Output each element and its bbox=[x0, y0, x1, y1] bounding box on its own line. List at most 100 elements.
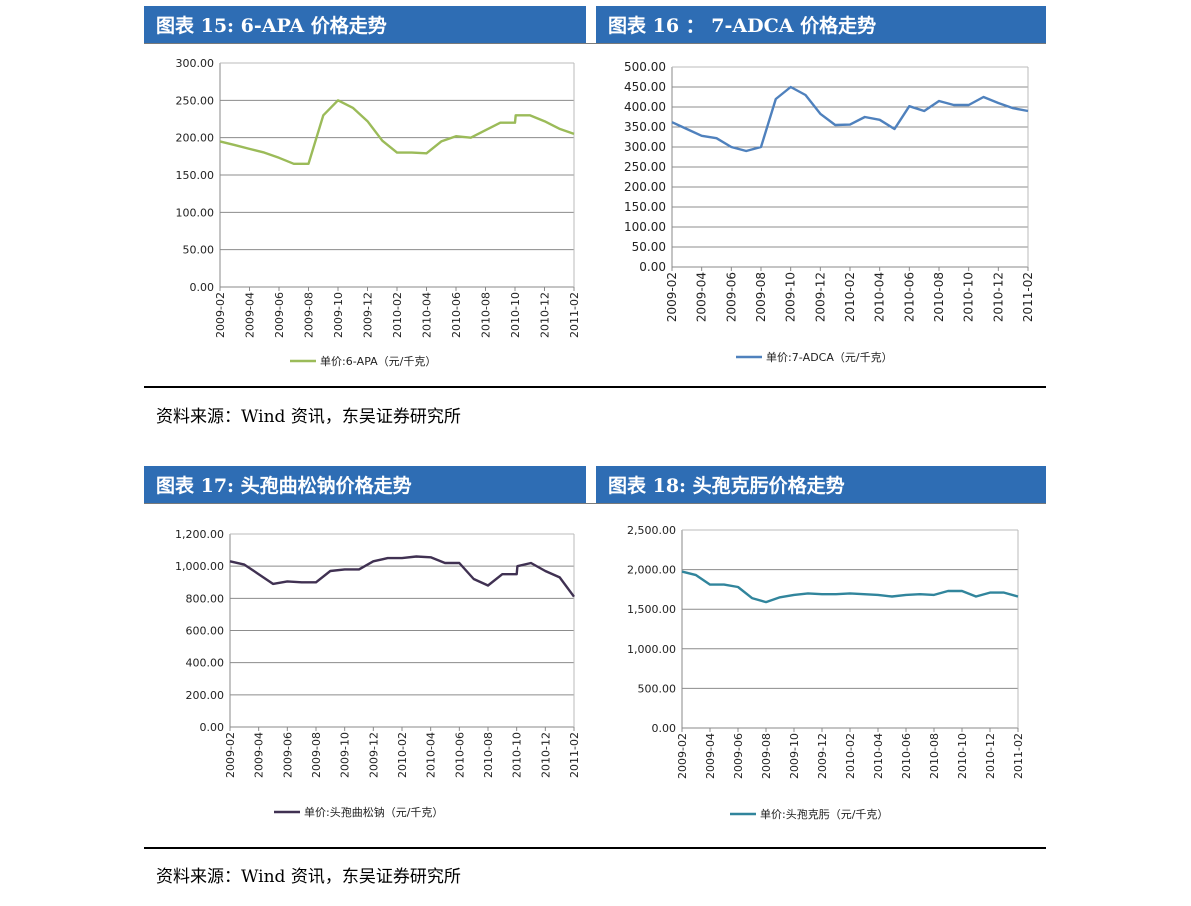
x-tick-label: 2009-04 bbox=[704, 733, 717, 779]
x-tick-label: 2009-04 bbox=[253, 732, 266, 778]
x-tick-label: 2010-02 bbox=[396, 732, 409, 778]
y-tick-label: 200.00 bbox=[176, 132, 215, 145]
y-tick-label: 1,000.00 bbox=[175, 560, 224, 573]
chart-7adca: 0.00 50.00 100.00 150.00 200.00 250.00 300.00 3… bbox=[624, 60, 1035, 364]
x-tick-label: 2010-12 bbox=[539, 292, 552, 338]
x-tick-label: 2010-10 bbox=[956, 733, 969, 779]
x-tick-label: 2011-02 bbox=[568, 732, 581, 778]
x-tick-label: 2010-12 bbox=[991, 272, 1005, 322]
y-tick-label: 350.00 bbox=[624, 120, 666, 134]
section-divider bbox=[144, 386, 1046, 388]
x-tick-label: 2009-12 bbox=[367, 732, 380, 778]
y-tick-label: 300.00 bbox=[624, 140, 666, 154]
y-tick-label: 150.00 bbox=[624, 200, 666, 214]
x-tick-label: 2009-08 bbox=[760, 733, 773, 779]
chart-18-title: 图表 18: 头孢克肟价格走势 bbox=[596, 466, 1046, 504]
x-tick-label: 2010-04 bbox=[425, 732, 438, 778]
x-tick-label: 2010-02 bbox=[391, 292, 404, 338]
y-tick-label: 2,000.00 bbox=[627, 564, 676, 577]
x-tick-label: 2009-10 bbox=[332, 292, 345, 338]
x-tick-label: 2009-04 bbox=[244, 292, 257, 338]
series-line bbox=[681, 570, 1019, 604]
x-tick-label: 2010-08 bbox=[482, 732, 495, 778]
x-tick-label: 2009-02 bbox=[665, 272, 679, 322]
x-tick-label: 2009-02 bbox=[214, 292, 227, 338]
legend-label: 单价:6-APA（元/千克） bbox=[320, 355, 436, 368]
legend-label: 单价:7-ADCA（元/千克） bbox=[766, 351, 893, 364]
x-tick-label: 2009-12 bbox=[362, 292, 375, 338]
y-tick-label: 100.00 bbox=[624, 220, 666, 234]
x-tick-label: 2009-06 bbox=[281, 732, 294, 778]
series-line bbox=[671, 85, 1029, 153]
x-tick-label: 2011-02 bbox=[1021, 272, 1035, 322]
y-tick-label: 100.00 bbox=[176, 206, 215, 219]
x-tick-label: 2011-02 bbox=[1012, 733, 1025, 779]
y-tick-label: 1,200.00 bbox=[175, 528, 224, 541]
series-line bbox=[219, 99, 575, 165]
legend-label: 单价:头孢克肟（元/千克） bbox=[760, 808, 888, 821]
y-tick-label: 2,500.00 bbox=[627, 524, 676, 537]
x-tick-label: 2009-08 bbox=[310, 732, 323, 778]
x-tick-label: 2010-12 bbox=[539, 732, 552, 778]
y-tick-label: 0.00 bbox=[639, 260, 666, 274]
x-tick-label: 2010-04 bbox=[873, 272, 887, 322]
y-tick-label: 800.00 bbox=[186, 592, 225, 605]
x-tick-label: 2009-10 bbox=[784, 272, 798, 322]
y-tick-label: 50.00 bbox=[183, 244, 215, 257]
series-line bbox=[229, 555, 575, 598]
x-tick-label: 2010-02 bbox=[843, 272, 857, 322]
x-tick-label: 2009-08 bbox=[754, 272, 768, 322]
x-tick-label: 2010-10 bbox=[962, 272, 976, 322]
chart-15-title: 图表 15: 6-APA 价格走势 bbox=[144, 6, 586, 44]
legend-label: 单价:头孢曲松钠（元/千克） bbox=[304, 805, 443, 819]
chart-16-title: 图表 16 ： 7-ADCA 价格走势 bbox=[596, 6, 1046, 44]
x-tick-label: 2009-08 bbox=[303, 292, 316, 338]
x-tick-label: 2009-06 bbox=[732, 733, 745, 779]
x-tick-label: 2010-04 bbox=[421, 292, 434, 338]
y-tick-label: 600.00 bbox=[186, 625, 225, 638]
chart-6apa: 0.00 50.00 100.00 150.00 200.00 250.00 300.00 2… bbox=[176, 57, 582, 368]
header-divider bbox=[144, 43, 1046, 44]
y-tick-label: 250.00 bbox=[624, 160, 666, 174]
y-tick-label: 0.00 bbox=[190, 281, 215, 294]
y-tick-label: 1,500.00 bbox=[627, 603, 676, 616]
header-divider bbox=[144, 503, 1046, 504]
x-tick-label: 2010-02 bbox=[844, 733, 857, 779]
y-tick-label: 500.00 bbox=[638, 682, 677, 695]
x-tick-label: 2009-04 bbox=[695, 272, 709, 322]
y-tick-label: 300.00 bbox=[176, 57, 215, 70]
x-tick-label: 2009-06 bbox=[724, 272, 738, 322]
x-tick-label: 2010-08 bbox=[480, 292, 493, 338]
x-tick-label: 2010-06 bbox=[902, 272, 916, 322]
x-tick-label: 2009-02 bbox=[676, 733, 689, 779]
y-tick-label: 400.00 bbox=[186, 657, 225, 670]
chart-ceftriaxone: 0.00 200.00 400.00 600.00 800.00 1,000.00 1,20… bbox=[175, 528, 581, 819]
x-tick-label: 2009-10 bbox=[788, 733, 801, 779]
y-tick-label: 450.00 bbox=[624, 80, 666, 94]
y-tick-label: 200.00 bbox=[186, 689, 225, 702]
x-tick-label: 2009-12 bbox=[816, 733, 829, 779]
chart-17-title: 图表 17: 头孢曲松钠价格走势 bbox=[144, 466, 586, 504]
x-tick-label: 2009-02 bbox=[224, 732, 237, 778]
x-tick-label: 2010-06 bbox=[450, 292, 463, 338]
y-tick-label: 0.00 bbox=[652, 722, 677, 735]
x-tick-label: 2010-10 bbox=[511, 732, 524, 778]
chart-cefixime: 0.00 500.00 1,000.00 1,500.00 2,000.00 2,500.… bbox=[627, 524, 1025, 821]
x-tick-label: 2010-08 bbox=[928, 733, 941, 779]
x-tick-label: 2010-12 bbox=[984, 733, 997, 779]
x-tick-label: 2009-12 bbox=[813, 272, 827, 322]
x-tick-label: 2010-10 bbox=[509, 292, 522, 338]
x-tick-label: 2009-10 bbox=[339, 732, 352, 778]
x-tick-label: 2010-06 bbox=[453, 732, 466, 778]
source-note: 资料来源：Wind 资讯，东吴证券研究所 bbox=[156, 407, 461, 427]
y-tick-label: 150.00 bbox=[176, 169, 215, 182]
y-tick-label: 400.00 bbox=[624, 100, 666, 114]
x-tick-label: 2010-08 bbox=[932, 272, 946, 322]
y-tick-label: 1,000.00 bbox=[627, 643, 676, 656]
section-divider bbox=[144, 847, 1046, 849]
x-tick-label: 2010-06 bbox=[900, 733, 913, 779]
x-tick-label: 2010-04 bbox=[872, 733, 885, 779]
y-tick-label: 0.00 bbox=[200, 721, 225, 734]
y-tick-label: 250.00 bbox=[176, 94, 215, 107]
x-tick-label: 2011-02 bbox=[568, 292, 581, 338]
